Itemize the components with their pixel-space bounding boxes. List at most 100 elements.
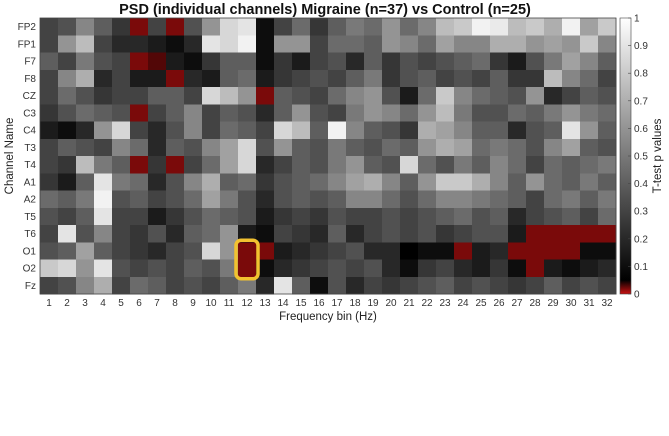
heatmap-cell <box>580 121 599 140</box>
heatmap-cell <box>436 190 455 209</box>
heatmap-cell <box>58 276 77 295</box>
heatmap-cell <box>238 18 257 36</box>
heatmap-cell <box>508 18 527 36</box>
heatmap-cell <box>112 190 131 209</box>
x-tick-label: 32 <box>601 298 613 309</box>
heatmap-cell <box>274 242 293 260</box>
heatmap-cell <box>346 225 365 243</box>
heatmap-cell <box>508 52 527 71</box>
heatmap-cell <box>76 35 95 53</box>
heatmap-cell <box>472 156 491 174</box>
heatmap-cell <box>58 259 77 278</box>
heatmap-cell <box>490 35 509 53</box>
x-axis-label: Frequency bin (Hz) <box>279 311 377 323</box>
heatmap-cell <box>418 242 437 260</box>
heatmap-cell <box>76 69 95 88</box>
heatmap-cell <box>328 190 347 209</box>
heatmap-cell <box>238 225 257 243</box>
heatmap-cell <box>94 207 113 226</box>
y-tick-label: T4 <box>24 160 36 171</box>
heatmap-cell <box>562 156 581 174</box>
heatmap-cell <box>238 52 257 71</box>
heatmap-cell <box>436 69 455 88</box>
heatmap-cell <box>202 69 221 88</box>
heatmap-cell <box>436 207 455 226</box>
heatmap-cell <box>310 121 329 140</box>
heatmap-cell <box>112 156 131 174</box>
heatmap-cell <box>310 173 329 191</box>
heatmap-cell <box>490 87 509 105</box>
heatmap-cell <box>508 104 527 122</box>
heatmap-cell <box>148 207 167 226</box>
heatmap-cell <box>220 35 239 53</box>
heatmap-cell <box>166 190 185 209</box>
heatmap-cell <box>184 173 203 191</box>
heatmap-cell <box>364 35 383 53</box>
heatmap-cell <box>130 87 149 105</box>
heatmap-cell <box>310 104 329 122</box>
heatmap-cell <box>454 87 473 105</box>
y-tick-label: O2 <box>23 264 37 275</box>
heatmap-cell <box>184 69 203 88</box>
x-tick-label: 30 <box>565 298 577 309</box>
heatmap-cell <box>148 121 167 140</box>
x-tick-label: 27 <box>511 298 523 309</box>
heatmap-cell <box>418 52 437 71</box>
heatmap-cell <box>418 121 437 140</box>
heatmap-cell <box>508 190 527 209</box>
heatmap-cell <box>184 242 203 260</box>
heatmap-cell <box>238 207 257 226</box>
heatmap-cell <box>184 276 203 295</box>
x-tick-label: 20 <box>385 298 397 309</box>
heatmap-cell <box>526 190 545 209</box>
heatmap-cell <box>580 18 599 36</box>
heatmap-cell <box>436 18 455 36</box>
heatmap-cell <box>58 138 77 157</box>
y-tick-labels: FP2 FP1 F7 F8 CZ C3 C4 T3 T4 A1 A2 T5 T6 O1 O2 Fz <box>18 22 37 292</box>
heatmap-cell <box>58 242 77 260</box>
heatmap-cell <box>148 69 167 88</box>
heatmap-cell <box>382 225 401 243</box>
heatmap-cell <box>130 18 149 36</box>
heatmap-cell <box>364 52 383 71</box>
heatmap-cell <box>490 225 509 243</box>
heatmap-cell <box>418 225 437 243</box>
heatmap-cell <box>166 259 185 278</box>
heatmap-cell <box>454 276 473 295</box>
heatmap-cell <box>274 173 293 191</box>
heatmap-cell <box>490 18 509 36</box>
heatmap-cell <box>382 121 401 140</box>
heatmap-cell <box>490 207 509 226</box>
heatmap-cell <box>364 190 383 209</box>
heatmap-cell <box>274 104 293 122</box>
heatmap-cell <box>490 276 509 295</box>
heatmap-cell <box>310 87 329 105</box>
heatmap-cell <box>166 121 185 140</box>
heatmap-cell <box>364 173 383 191</box>
heatmap-cell <box>418 35 437 53</box>
heatmap-cell <box>166 69 185 88</box>
heatmap-cell <box>238 104 257 122</box>
heatmap-cell <box>148 242 167 260</box>
heatmap-cell <box>94 242 113 260</box>
heatmap-cell <box>598 190 617 209</box>
heatmap-cell <box>256 225 275 243</box>
heatmap-cell <box>166 156 185 174</box>
heatmap-cell <box>202 259 221 278</box>
heatmap-cell <box>130 259 149 278</box>
colorbar-tick-label: 0.9 <box>634 41 648 52</box>
heatmap-cell <box>328 104 347 122</box>
heatmap-cell <box>454 104 473 122</box>
heatmap-cell <box>454 52 473 71</box>
x-tick-label: 1 <box>46 298 52 309</box>
heatmap-cell <box>202 104 221 122</box>
heatmap-cell <box>382 156 401 174</box>
heatmap-cell <box>454 173 473 191</box>
heatmap-cell <box>40 87 59 105</box>
heatmap-cell <box>562 18 581 36</box>
heatmap-cell <box>220 207 239 226</box>
heatmap-cell <box>166 173 185 191</box>
x-tick-label: 29 <box>547 298 559 309</box>
heatmap-cell <box>346 52 365 71</box>
heatmap-cell <box>490 173 509 191</box>
